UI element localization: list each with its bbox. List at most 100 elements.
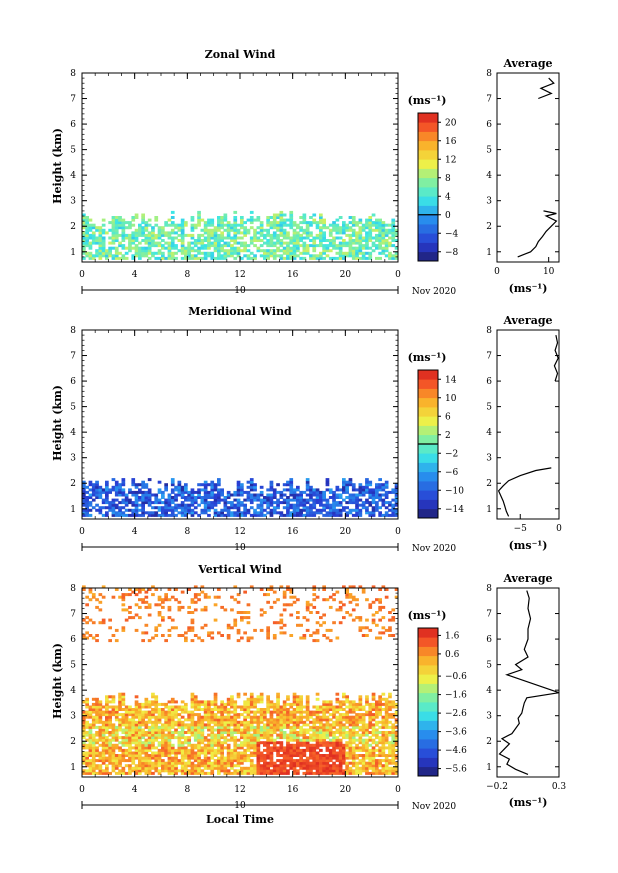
heatmap-cell <box>335 223 340 227</box>
heatmap-cell <box>184 636 188 640</box>
heatmap-cell <box>365 231 369 235</box>
heatmap-cell <box>154 761 159 765</box>
heatmap-cell <box>259 731 264 734</box>
heatmap-cell <box>223 702 228 706</box>
heatmap-cell <box>187 626 191 630</box>
heatmap-cell <box>365 761 369 765</box>
heatmap-cell <box>91 743 96 747</box>
heatmap-cell <box>217 513 221 517</box>
heatmap-cell <box>358 228 363 232</box>
heatmap-cell <box>328 751 333 755</box>
heatmap-cell <box>197 210 201 214</box>
heatmap-cell <box>289 743 294 747</box>
heatmap-cell <box>325 748 330 752</box>
heatmap-cell <box>286 506 290 510</box>
heatmap-cell <box>190 715 195 719</box>
heatmap-cell <box>253 713 257 717</box>
heatmap-cell <box>164 223 168 227</box>
heatmap-cell <box>111 223 116 227</box>
heatmap-cell <box>138 759 142 763</box>
heatmap-cell <box>259 733 264 737</box>
heatmap-cell <box>296 506 300 510</box>
heatmap-cell <box>220 756 224 760</box>
heatmap-cell <box>134 756 139 760</box>
heatmap-cell <box>233 218 238 222</box>
heatmap-cell <box>193 708 198 711</box>
heatmap-cell <box>322 771 326 775</box>
heatmap-cell <box>286 723 290 727</box>
heatmap-cell <box>342 700 346 704</box>
heatmap-cell <box>167 769 172 773</box>
heatmap-cell <box>220 223 224 227</box>
heatmap-cell <box>131 256 136 260</box>
heatmap-cell <box>299 741 303 745</box>
heatmap-cell <box>335 731 340 734</box>
heatmap-cell <box>299 511 303 515</box>
colorbar-segment <box>418 214 438 225</box>
heatmap-cell <box>348 508 353 512</box>
heatmap-cell <box>378 498 382 502</box>
heatmap-cell <box>177 738 182 742</box>
heatmap-cell <box>272 766 277 770</box>
heatmap-cell <box>325 249 330 253</box>
heatmap-cell <box>328 759 333 763</box>
heatmap-cell <box>391 748 396 752</box>
heatmap-cell <box>114 738 119 742</box>
heatmap-cell <box>147 239 152 242</box>
heatmap-cell <box>144 623 149 627</box>
heatmap-cell <box>180 759 185 763</box>
x-tick-label: 16 <box>287 527 299 537</box>
heatmap-cell <box>282 746 287 750</box>
heatmap-cell <box>190 511 195 515</box>
heatmap-cell <box>147 728 152 732</box>
heatmap-cell <box>338 501 343 505</box>
heatmap-cell <box>184 233 188 237</box>
heatmap-cell <box>223 718 228 722</box>
heatmap-cell <box>124 733 129 737</box>
heatmap-cell <box>174 713 178 717</box>
heatmap-cell <box>223 756 228 760</box>
heatmap-cell <box>276 736 280 740</box>
heatmap-cell <box>299 751 303 755</box>
heatmap-cell <box>207 756 211 760</box>
heatmap-cell <box>124 236 129 240</box>
heatmap-cell <box>361 756 366 760</box>
heatmap-cell <box>200 741 205 745</box>
heatmap-cell <box>269 233 274 237</box>
heatmap-cell <box>118 718 122 722</box>
heatmap-cell <box>335 700 340 704</box>
heatmap-cell <box>279 769 284 773</box>
heatmap-cell <box>305 718 310 722</box>
heatmap-cell <box>138 246 142 250</box>
heatmap-cell <box>101 249 106 253</box>
heatmap-cell <box>312 754 317 757</box>
heatmap-cell <box>305 485 310 489</box>
heatmap-cell <box>259 692 264 696</box>
heatmap-cell <box>338 511 343 515</box>
heatmap-cell <box>269 226 274 230</box>
heatmap-cell <box>378 759 382 763</box>
heatmap-cell <box>312 731 317 734</box>
heatmap-cell <box>108 743 112 747</box>
heatmap-cell <box>348 228 353 232</box>
heatmap-cell <box>335 697 340 701</box>
heatmap-cell <box>361 256 366 260</box>
heatmap-cell <box>213 754 218 757</box>
heatmap-cell <box>263 731 267 734</box>
heatmap-cell <box>164 713 168 717</box>
heatmap-cell <box>193 771 198 775</box>
heatmap-cell <box>124 720 129 724</box>
heatmap-cell <box>256 246 261 250</box>
heatmap-cell <box>91 506 96 510</box>
heatmap-cell <box>342 723 346 727</box>
heatmap-cell <box>95 720 99 724</box>
heatmap-cell <box>243 226 247 230</box>
heatmap-cell <box>184 746 188 750</box>
heatmap-cell <box>95 741 99 745</box>
heatmap-cell <box>82 239 86 242</box>
heatmap-cell <box>210 756 215 760</box>
heatmap-cell <box>203 748 208 752</box>
x-tick-label: 4 <box>132 270 138 280</box>
heatmap-cell <box>351 736 356 740</box>
heatmap-cell <box>309 764 313 768</box>
